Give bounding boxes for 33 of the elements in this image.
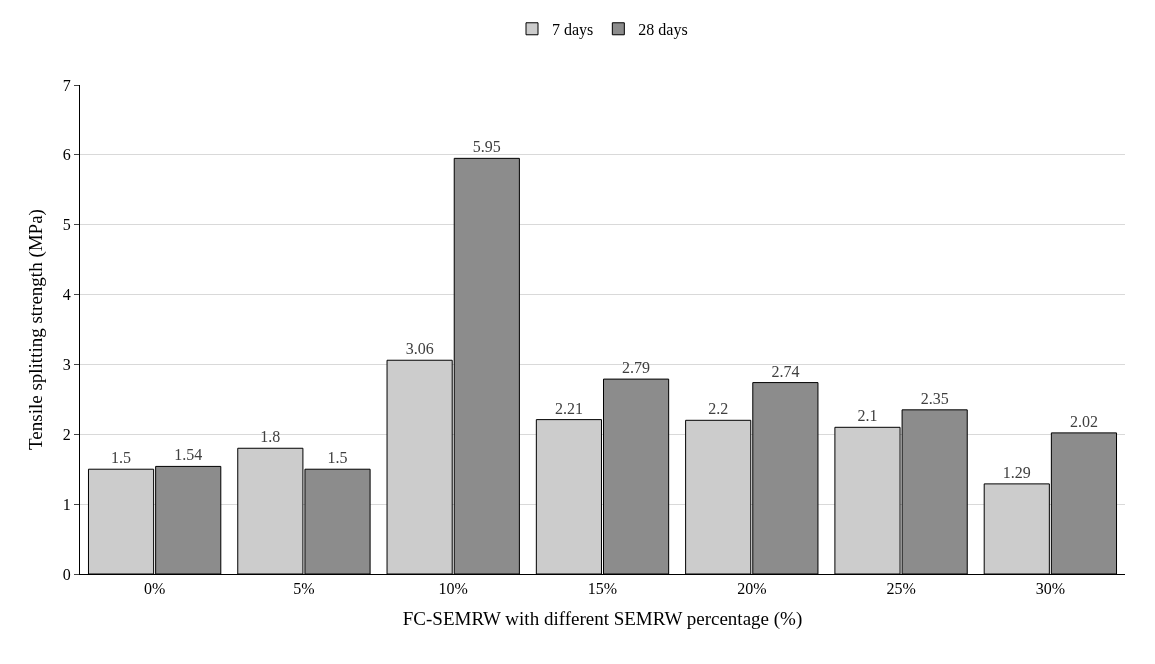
data-label: 2.1 (857, 407, 878, 425)
x-tick-label: 20% (737, 580, 767, 598)
x-tick-label: 0% (143, 580, 166, 598)
x-tick-label: 30% (1035, 580, 1066, 598)
data-label: 2.21 (554, 399, 583, 417)
legend-label: 7 days (552, 21, 594, 40)
x-tick-label: 5% (293, 580, 315, 598)
data-label: 5.95 (472, 138, 501, 156)
y-tick-label: 1 (62, 495, 71, 513)
data-label: 2.35 (920, 389, 949, 407)
data-label: 1.54 (174, 446, 203, 464)
data-label: 2.2 (708, 400, 729, 418)
x-axis-title: FC-SEMRW with different SEMRW percentage (%) (402, 608, 803, 630)
x-tick-label: 15% (587, 580, 618, 598)
x-tick-label: 10% (438, 580, 468, 598)
y-tick-label: 7 (62, 76, 71, 94)
data-label: 1.29 (1002, 463, 1031, 481)
data-label: 1.8 (260, 428, 281, 446)
x-tick-label: 25% (886, 580, 916, 598)
data-label: 1.5 (111, 449, 132, 467)
data-label: 2.02 (1069, 412, 1098, 430)
data-label: 2.74 (771, 362, 800, 380)
y-tick-label: 5 (62, 216, 71, 234)
y-tick-label: 0 (62, 565, 71, 583)
y-tick-label: 4 (62, 286, 71, 304)
y-tick-label: 6 (62, 146, 71, 164)
data-label: 2.79 (622, 359, 651, 377)
data-label: 1.5 (327, 449, 348, 467)
legend-label: 28 days (638, 21, 688, 40)
data-label: 3.06 (405, 340, 434, 358)
y-axis-title: Tensile splitting strength (MPa) (24, 209, 47, 450)
y-tick-label: 3 (62, 356, 71, 374)
y-tick-label: 2 (62, 425, 71, 443)
